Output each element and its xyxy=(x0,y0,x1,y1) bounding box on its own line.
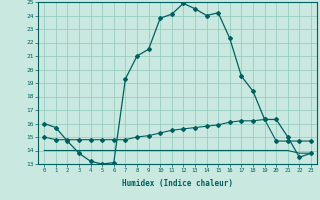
X-axis label: Humidex (Indice chaleur): Humidex (Indice chaleur) xyxy=(122,179,233,188)
